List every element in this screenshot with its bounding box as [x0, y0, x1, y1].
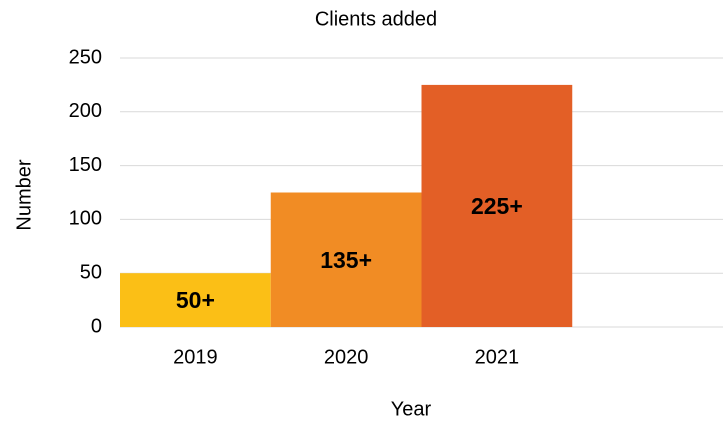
bar [270, 192, 422, 327]
y-axis-label: Number [13, 159, 35, 230]
bar [120, 273, 271, 327]
y-tick-label: 0 [91, 315, 102, 337]
annotation: 50+ [176, 287, 215, 313]
y-tick-label: 250 [69, 46, 102, 68]
x-tick-label: 2021 [475, 346, 520, 368]
annotation: 135+ [320, 247, 372, 273]
bar [421, 84, 573, 328]
annotation: 225+ [471, 193, 523, 219]
y-tick-label: 200 [69, 100, 102, 122]
x-axis-label: Year [391, 398, 432, 420]
y-tick-label: 50 [80, 261, 102, 283]
x-tick-label: 2019 [173, 346, 218, 368]
y-tick-label: 150 [69, 154, 102, 176]
chart-title: Clients added [315, 8, 437, 30]
y-tick-label: 100 [69, 208, 102, 230]
x-tick-label: 2020 [324, 346, 369, 368]
